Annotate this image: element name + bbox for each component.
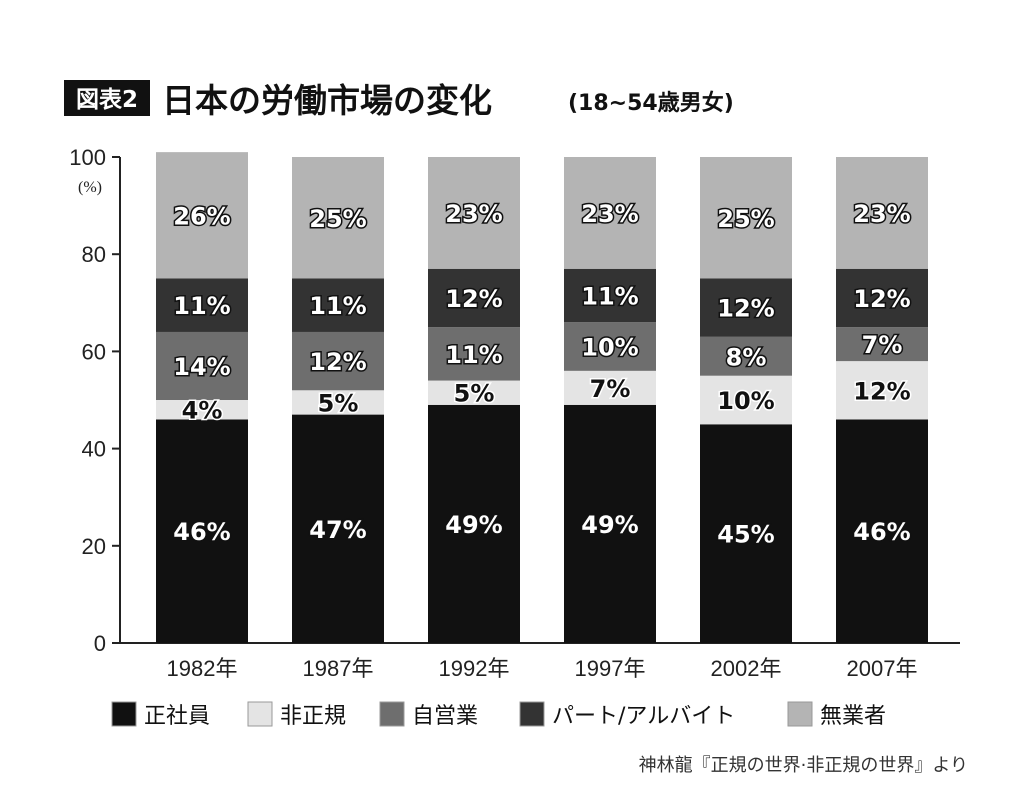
bar-segment (156, 400, 248, 420)
legend-label: 自営業 (412, 704, 478, 729)
bar-segment (836, 157, 928, 269)
data-label: 25% (309, 205, 366, 233)
data-label: 11% (173, 292, 230, 320)
y-tick-label: 40 (82, 437, 106, 462)
bar-segment (292, 414, 384, 643)
data-label: 45% (717, 521, 774, 549)
data-label: 7% (862, 331, 903, 359)
y-tick-label: 20 (82, 534, 106, 559)
x-tick-label: 2002年 (711, 656, 782, 681)
data-label: 5% (454, 380, 495, 408)
data-label: 26% (173, 202, 230, 230)
bar-segment (156, 419, 248, 643)
legend-swatch (379, 701, 405, 727)
bar-segment (428, 380, 520, 405)
bar-segment (836, 327, 928, 362)
data-label: 12% (853, 377, 910, 405)
bar-segment (700, 336, 792, 376)
title-badge: 図表2 (76, 87, 138, 113)
data-label: 5% (318, 389, 359, 417)
bar-segment (836, 419, 928, 643)
bar-segment (156, 152, 248, 279)
y-axis: 0 20 40 60 80 100 (69, 145, 960, 656)
data-label: 14% (173, 353, 230, 381)
data-label: 23% (445, 200, 502, 228)
bar-segment (564, 370, 656, 405)
chart-subtitle: (18~54歳男女) (568, 90, 734, 116)
data-label: 49% (445, 511, 502, 539)
legend-swatch (787, 701, 813, 727)
data-label: 11% (309, 292, 366, 320)
x-tick-label: 1997年 (575, 656, 646, 681)
bar-segment (700, 375, 792, 425)
data-label: 49% (581, 511, 638, 539)
bar-segment (836, 268, 928, 328)
data-label: 11% (445, 341, 502, 369)
y-tick-label: 80 (82, 242, 106, 267)
chart-title: 日本の労働市場の変化 (162, 81, 492, 120)
x-tick-label: 1987年 (303, 656, 374, 681)
data-label: 12% (309, 348, 366, 376)
y-tick-label: 100 (69, 145, 106, 170)
data-label: 23% (581, 200, 638, 228)
bar-segment (564, 322, 656, 371)
bar-segment (564, 157, 656, 269)
x-tick-label: 1982年 (167, 656, 238, 681)
legend-swatch (519, 701, 545, 727)
bar-segment (292, 278, 384, 332)
y-tick-label: 0 (94, 631, 106, 656)
data-label: 12% (717, 295, 774, 323)
bar-segment (836, 361, 928, 420)
category-labels: 1982年 1987年 1992年 1997年 2002年 2007年 (167, 656, 918, 681)
data-label: 7% (590, 375, 631, 403)
data-label: 10% (581, 334, 638, 362)
x-tick-label: 2007年 (847, 656, 918, 681)
data-label: 8% (726, 343, 767, 371)
bar-segment (564, 404, 656, 643)
legend-label: 正社員 (144, 704, 210, 729)
bar-segment (156, 331, 248, 400)
data-label: 12% (853, 285, 910, 313)
legend-swatch (111, 701, 137, 727)
bar-segment (564, 268, 656, 323)
legend-label: 無業者 (820, 704, 886, 729)
data-label: 46% (853, 518, 910, 546)
legend-swatch (247, 701, 273, 727)
data-label: 10% (717, 387, 774, 415)
y-tick-label: 60 (82, 339, 106, 364)
source-note: 神林龍『正規の世界·非正規の世界』より (639, 755, 968, 776)
data-label: 23% (853, 200, 910, 228)
bar-segment (292, 157, 384, 279)
bar-segment (700, 278, 792, 337)
legend-label: パート/アルバイト (552, 704, 735, 729)
data-label: 4% (182, 397, 223, 425)
y-axis-label: (%) (78, 179, 102, 196)
bar-segment (428, 404, 520, 643)
data-label: 11% (581, 283, 638, 311)
bar-segment (292, 390, 384, 415)
x-tick-label: 1992年 (439, 656, 510, 681)
legend-label: 非正規 (280, 704, 346, 729)
data-label: 47% (309, 516, 366, 544)
title-badge-box (64, 80, 150, 116)
bar-segment (156, 278, 248, 332)
data-label: 12% (445, 285, 502, 313)
legend: 正社員 非正規 自営業 パート/アルバイト 無業者 (111, 701, 886, 729)
data-label: 46% (173, 518, 230, 546)
bar-segment (700, 157, 792, 279)
bar-segment (700, 424, 792, 643)
bar-segment (292, 331, 384, 391)
bar-area: 46% 4% 14% 11% 26% 47% 5% 12% 11% 25% 49% 5% 11% 12% 2… (156, 152, 928, 643)
data-label: 25% (717, 205, 774, 233)
bar-segment (428, 157, 520, 269)
bar-segment (428, 268, 520, 328)
bar-segment (428, 327, 520, 381)
